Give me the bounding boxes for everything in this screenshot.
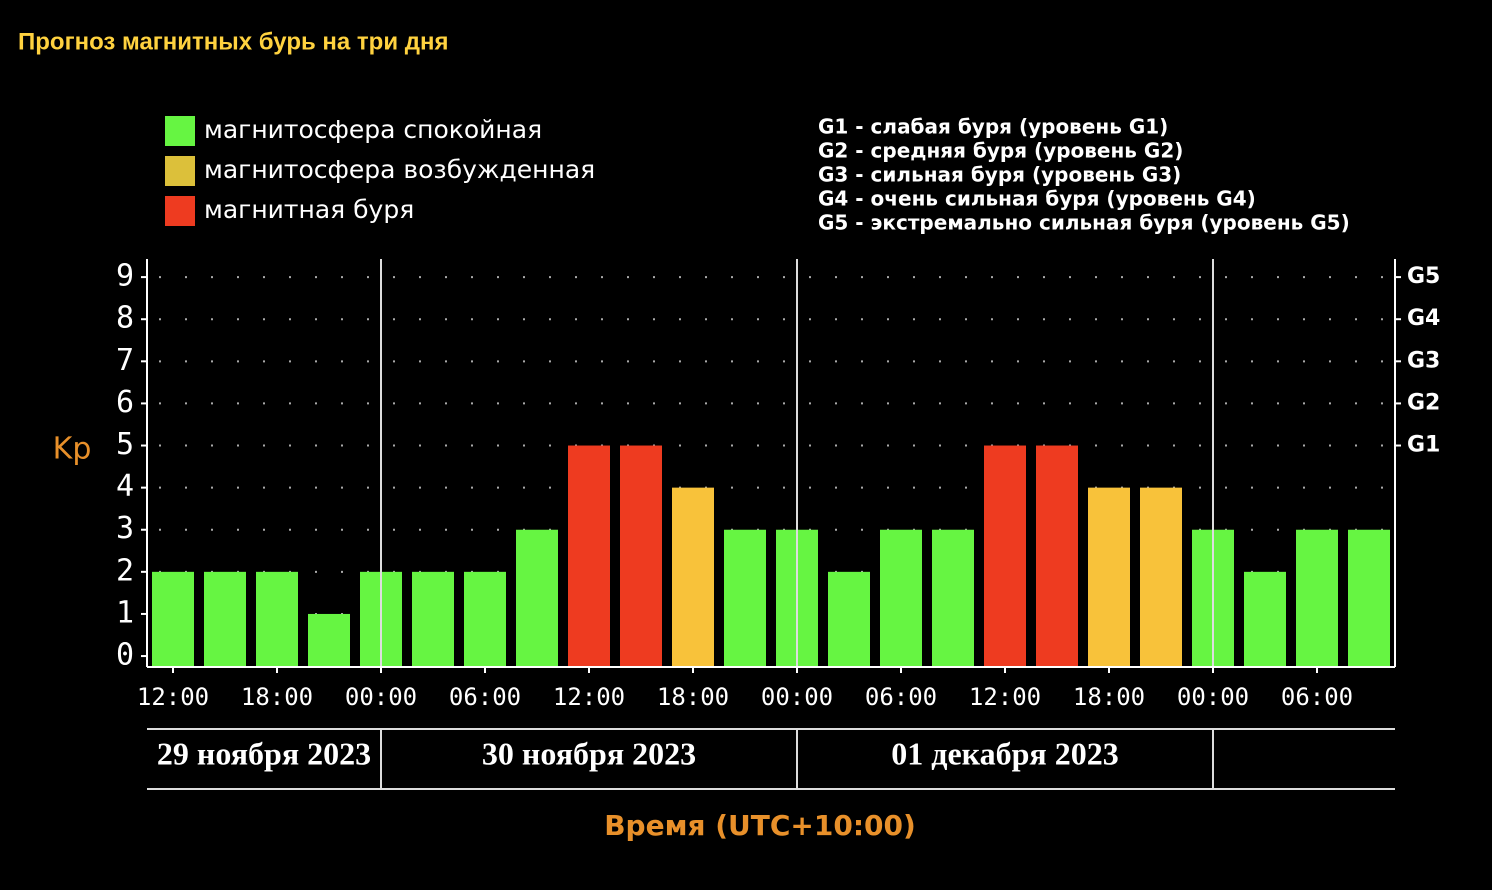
bar [1140,487,1182,667]
bar [620,445,662,667]
y2-tick-label: G5 [1407,264,1440,289]
bar [672,487,714,667]
bar [256,571,298,667]
bar [1244,571,1286,667]
bar [1348,529,1390,667]
scale-note: G2 - средняя буря (уровень G2) [818,139,1183,163]
legend-swatch [165,196,195,226]
bar [412,571,454,667]
day-label: 29 ноября 2023 [157,735,371,771]
x-tick-label: 12:00 [969,683,1041,711]
bar [880,529,922,667]
bar [828,571,870,667]
y-tick-label: 0 [116,638,134,673]
y-tick-label: 1 [116,595,134,630]
x-tick-label: 00:00 [1177,683,1249,711]
day-label: 30 ноября 2023 [482,735,696,771]
y-axis-label: Kp [53,432,92,467]
bar [568,445,610,667]
y-tick-label: 9 [116,259,134,294]
bar [152,571,194,667]
legend-swatch [165,116,195,146]
x-tick-label: 06:00 [1281,683,1353,711]
scale-note: G1 - слабая буря (уровень G1) [818,115,1168,139]
y-tick-label: 6 [116,385,134,420]
bar [724,529,766,667]
x-tick-label: 00:00 [345,683,417,711]
chart-title: Прогноз магнитных бурь на три дня [18,28,449,55]
legend-label: магнитная буря [204,195,414,224]
bar [1036,445,1078,667]
x-tick-label: 06:00 [449,683,521,711]
bar [464,571,506,667]
y-tick-label: 3 [116,511,134,546]
y2-tick-label: G2 [1407,390,1440,415]
bar [1088,487,1130,667]
legend-label: магнитосфера возбужденная [204,155,595,184]
x-tick-label: 06:00 [865,683,937,711]
x-tick-label: 12:00 [553,683,625,711]
x-tick-label: 18:00 [657,683,729,711]
scale-note: G3 - сильная буря (уровень G3) [818,163,1181,187]
x-tick-label: 18:00 [1073,683,1145,711]
bar [932,529,974,667]
bar [984,445,1026,667]
y-tick-label: 8 [116,301,134,336]
day-label: 01 декабря 2023 [891,735,1118,771]
bar [204,571,246,667]
legend-swatch [165,156,195,186]
x-axis-label: Время (UTC+10:00) [604,809,916,842]
scale-note: G5 - экстремально сильная буря (уровень … [818,211,1350,235]
y-tick-label: 2 [116,553,134,588]
x-tick-label: 18:00 [241,683,313,711]
bar [1296,529,1338,667]
y2-tick-label: G1 [1407,433,1440,458]
y2-tick-label: G3 [1407,348,1440,373]
y-tick-label: 5 [116,427,134,462]
y-tick-label: 4 [116,469,134,504]
bar [308,613,350,667]
x-tick-label: 12:00 [137,683,209,711]
y-tick-label: 7 [116,343,134,378]
bar [516,529,558,667]
y2-tick-label: G4 [1407,306,1440,331]
scale-note: G4 - очень сильная буря (уровень G4) [818,187,1256,211]
legend-label: магнитосфера спокойная [204,115,542,144]
x-tick-label: 00:00 [761,683,833,711]
